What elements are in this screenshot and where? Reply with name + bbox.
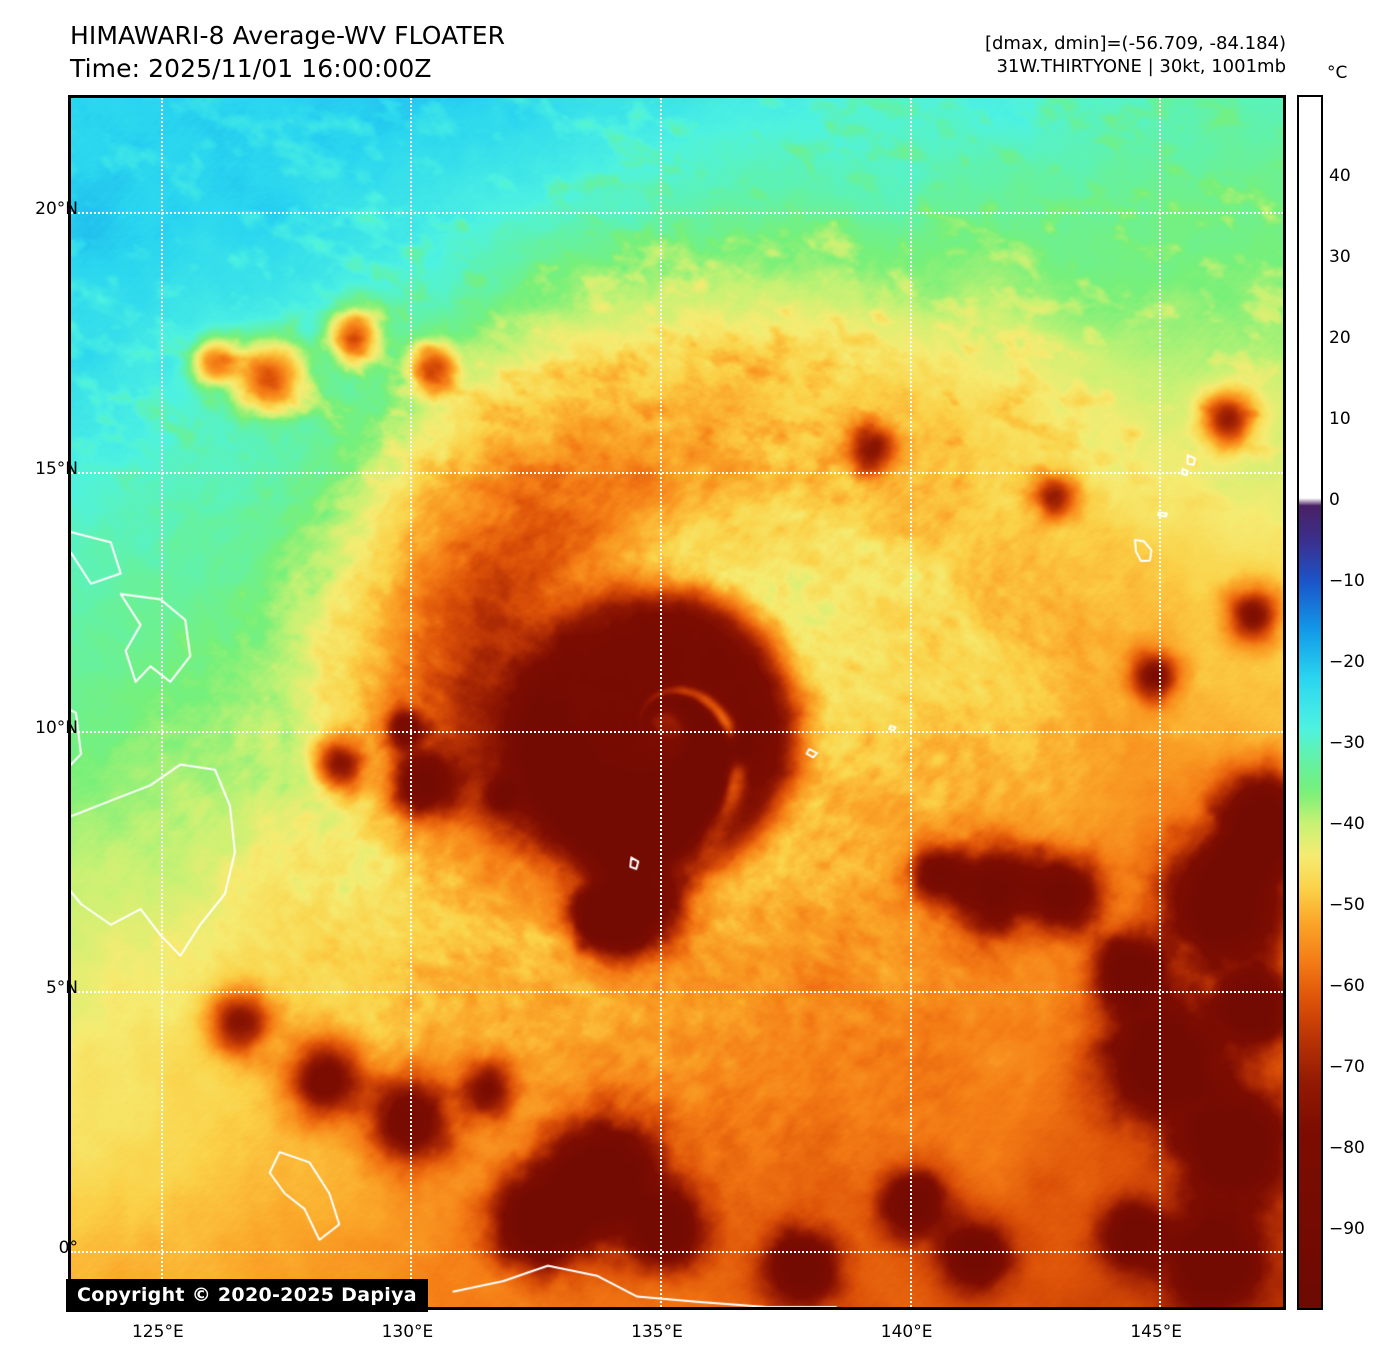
y-tick-label-20: 20°N	[35, 199, 78, 220]
colorbar-tick--30: −30	[1329, 733, 1365, 753]
x-tick-label-135: 135°E	[631, 1322, 683, 1342]
colorbar[interactable]	[1297, 95, 1323, 1310]
satellite-image-plot[interactable]	[68, 95, 1286, 1310]
colorbar-unit-label: °C	[1327, 63, 1348, 83]
colorbar-tick--40: −40	[1329, 814, 1365, 834]
colorbar-tick--10: −10	[1329, 571, 1365, 591]
satellite-imagery-canvas	[71, 98, 1283, 1307]
colorbar-tick-10: 10	[1329, 409, 1351, 429]
dmax-dmin-label: [dmax, dmin]=(-56.709, -84.184)	[984, 33, 1286, 54]
x-tick-label-145: 145°E	[1130, 1322, 1183, 1342]
metadata-block: [dmax, dmin]=(-56.709, -84.184) 31W.THIR…	[985, 32, 1286, 79]
colorbar-tick--50: −50	[1329, 895, 1365, 915]
colorbar-tick--70: −70	[1329, 1057, 1365, 1077]
x-tick-label-130: 130°E	[381, 1322, 434, 1342]
page-title: HIMAWARI-8 Average-WV FLOATER	[70, 21, 506, 50]
colorbar-tick--90: −90	[1329, 1219, 1365, 1239]
colorbar-tick-40: 40	[1329, 166, 1351, 186]
y-tick-label-0: 0°	[58, 1237, 78, 1258]
y-tick-label-15: 15°N	[35, 458, 78, 479]
y-tick-label-10: 10°N	[35, 718, 78, 739]
x-tick-label-140: 140°E	[880, 1322, 933, 1342]
colorbar-tick--60: −60	[1329, 976, 1365, 996]
colorbar-gradient	[1299, 97, 1321, 1308]
title-block: HIMAWARI-8 Average-WV FLOATER Time: 2025…	[70, 20, 505, 85]
colorbar-tick-30: 30	[1329, 247, 1351, 267]
timestamp-label: Time: 2025/11/01 16:00:00Z	[70, 53, 432, 83]
x-tick-label-125: 125°E	[131, 1322, 184, 1342]
colorbar-tick--20: −20	[1329, 652, 1365, 672]
colorbar-tick-0: 0	[1329, 490, 1340, 510]
colorbar-tick-20: 20	[1329, 328, 1351, 348]
colorbar-tick--80: −80	[1329, 1138, 1365, 1158]
storm-info-label: 31W.THIRTYONE | 30kt, 1001mb	[996, 56, 1286, 78]
y-tick-label-5: 5°N	[45, 978, 78, 999]
copyright-banner: Copyright © 2020-2025 Dapiya	[66, 1279, 428, 1312]
